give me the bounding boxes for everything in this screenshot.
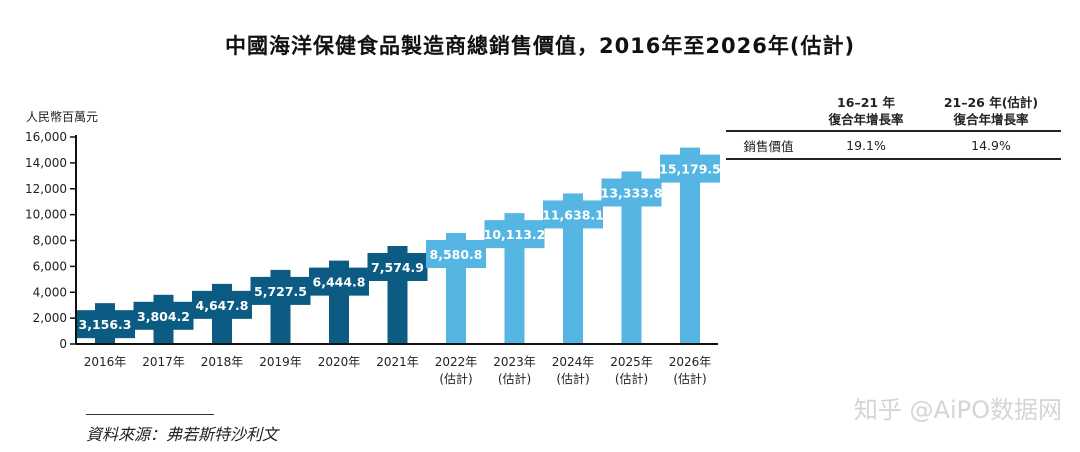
x-tick-label: 2023年 — [493, 355, 536, 369]
cagr-data-row: 銷售價值 19.1% 14.9% — [726, 132, 1061, 160]
x-tick-label: 2020年 — [318, 355, 361, 369]
bar-label-box — [192, 290, 252, 319]
data-label: 5,727.5 — [254, 284, 307, 299]
cagr-table: 16–21 年復合年增長率 21–26 年(估計) 復合年增長率 銷售價值 19.… — [726, 92, 1061, 160]
bar-column — [680, 147, 700, 344]
bar-label-box — [133, 301, 194, 330]
bar-label-box — [250, 276, 311, 305]
y-tick-label: 12,000 — [25, 182, 67, 196]
x-tick-label: 2025年 — [610, 355, 653, 369]
data-label: 7,574.9 — [371, 260, 424, 275]
cagr-header-1-line2: 復合年增長率 — [828, 112, 904, 127]
bar-label-box — [309, 267, 369, 296]
bar-label-box — [426, 239, 486, 268]
x-tick-label: 2024年 — [552, 355, 595, 369]
cagr-header-row: 16–21 年復合年增長率 21–26 年(估計) 復合年增長率 — [726, 92, 1061, 132]
bar-label-box — [660, 154, 720, 183]
y-tick-label: 2,000 — [33, 311, 67, 325]
source-note: 資料來源：弗若斯特沙利文 — [86, 414, 278, 445]
data-label: 8,580.8 — [430, 247, 483, 262]
x-tick-label: 2018年 — [201, 355, 244, 369]
x-tick-label: 2016年 — [84, 355, 127, 369]
x-tick-label: 2019年 — [259, 355, 302, 369]
data-label: 6,444.8 — [313, 275, 366, 290]
y-tick-label: 4,000 — [33, 285, 67, 299]
x-tick-label: 2026年 — [669, 355, 712, 369]
y-tick-label: 14,000 — [25, 156, 67, 170]
y-tick-label: 6,000 — [33, 259, 67, 273]
y-tick-label: 16,000 — [25, 130, 67, 144]
watermark: 知乎 @AiPO数据网 — [853, 396, 1062, 424]
x-tick-label: 2021年 — [376, 355, 419, 369]
x-tick-sublabel: (估計) — [556, 371, 589, 386]
row-label: 銷售價值 — [743, 138, 794, 154]
cagr-value-2: 14.9% — [971, 137, 1011, 153]
bar-column — [621, 171, 642, 344]
y-axis-label: 人民幣百萬元 — [26, 110, 98, 124]
bar-label-box — [601, 178, 662, 207]
data-label: 4,647.8 — [196, 298, 249, 313]
cagr-header-1: 16–21 年復合年增長率 — [811, 94, 921, 128]
bar-column — [563, 193, 583, 344]
y-tick-label: 0 — [59, 337, 67, 351]
x-tick-sublabel: (估計) — [673, 371, 706, 386]
x-tick-sublabel: (估計) — [498, 371, 531, 386]
cagr-header-2-line2: 復合年增長率 — [953, 112, 1029, 127]
bar-label-box — [543, 200, 603, 229]
x-tick-label: 2022年 — [435, 355, 478, 369]
cagr-header-2: 21–26 年(估計) 復合年增長率 — [921, 94, 1061, 128]
x-tick-sublabel: (估計) — [615, 371, 648, 386]
cagr-header-1-line1: 16–21 年 — [837, 95, 895, 110]
data-label: 11,638.1 — [542, 207, 604, 222]
chart-title: 中國海洋保健食品製造商總銷售價值，2016年至2026年(估計) — [224, 34, 856, 58]
y-tick-label: 10,000 — [25, 208, 67, 222]
bar-label-box — [367, 252, 428, 281]
x-tick-sublabel: (估計) — [439, 371, 472, 386]
cagr-value-1: 19.1% — [846, 137, 886, 153]
data-label: 3,804.2 — [137, 309, 190, 324]
y-tick-label: 8,000 — [33, 234, 67, 248]
data-label: 15,179.5 — [659, 162, 721, 177]
cagr-header-2-line1: 21–26 年(估計) — [943, 95, 1039, 110]
data-label: 10,113.2 — [484, 227, 546, 242]
data-label: 3,156.3 — [79, 317, 132, 332]
x-tick-label: 2017年 — [142, 355, 185, 369]
bar-label-box — [75, 310, 135, 339]
bar-label-box — [484, 220, 545, 249]
data-label: 13,333.8 — [601, 185, 663, 200]
